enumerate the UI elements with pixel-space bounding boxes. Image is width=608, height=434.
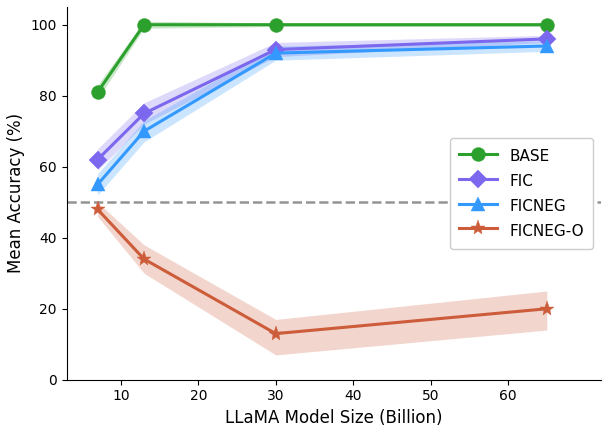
FICNEG-O: [543, 306, 550, 311]
Legend: BASE, FIC, FICNEG, FICNEG-O: BASE, FIC, FICNEG, FICNEG-O: [450, 138, 593, 249]
FICNEG: [94, 182, 101, 187]
Line: FIC: FIC: [91, 33, 553, 166]
FIC: [94, 157, 101, 162]
BASE: [272, 22, 280, 27]
FIC: [272, 47, 280, 52]
Line: FICNEG: FICNEG: [91, 39, 554, 191]
FICNEG: [543, 43, 550, 49]
BASE: [543, 22, 550, 27]
X-axis label: LLaMA Model Size (Billion): LLaMA Model Size (Billion): [225, 409, 443, 427]
FIC: [543, 36, 550, 42]
FIC: [140, 111, 148, 116]
BASE: [140, 22, 148, 27]
Line: FICNEG-O: FICNEG-O: [90, 202, 554, 341]
BASE: [94, 89, 101, 95]
FICNEG: [140, 128, 148, 134]
Y-axis label: Mean Accuracy (%): Mean Accuracy (%): [7, 113, 25, 273]
Line: BASE: BASE: [91, 18, 554, 99]
FICNEG-O: [140, 256, 148, 262]
FICNEG: [272, 50, 280, 56]
FICNEG-O: [94, 207, 101, 212]
FICNEG-O: [272, 331, 280, 336]
